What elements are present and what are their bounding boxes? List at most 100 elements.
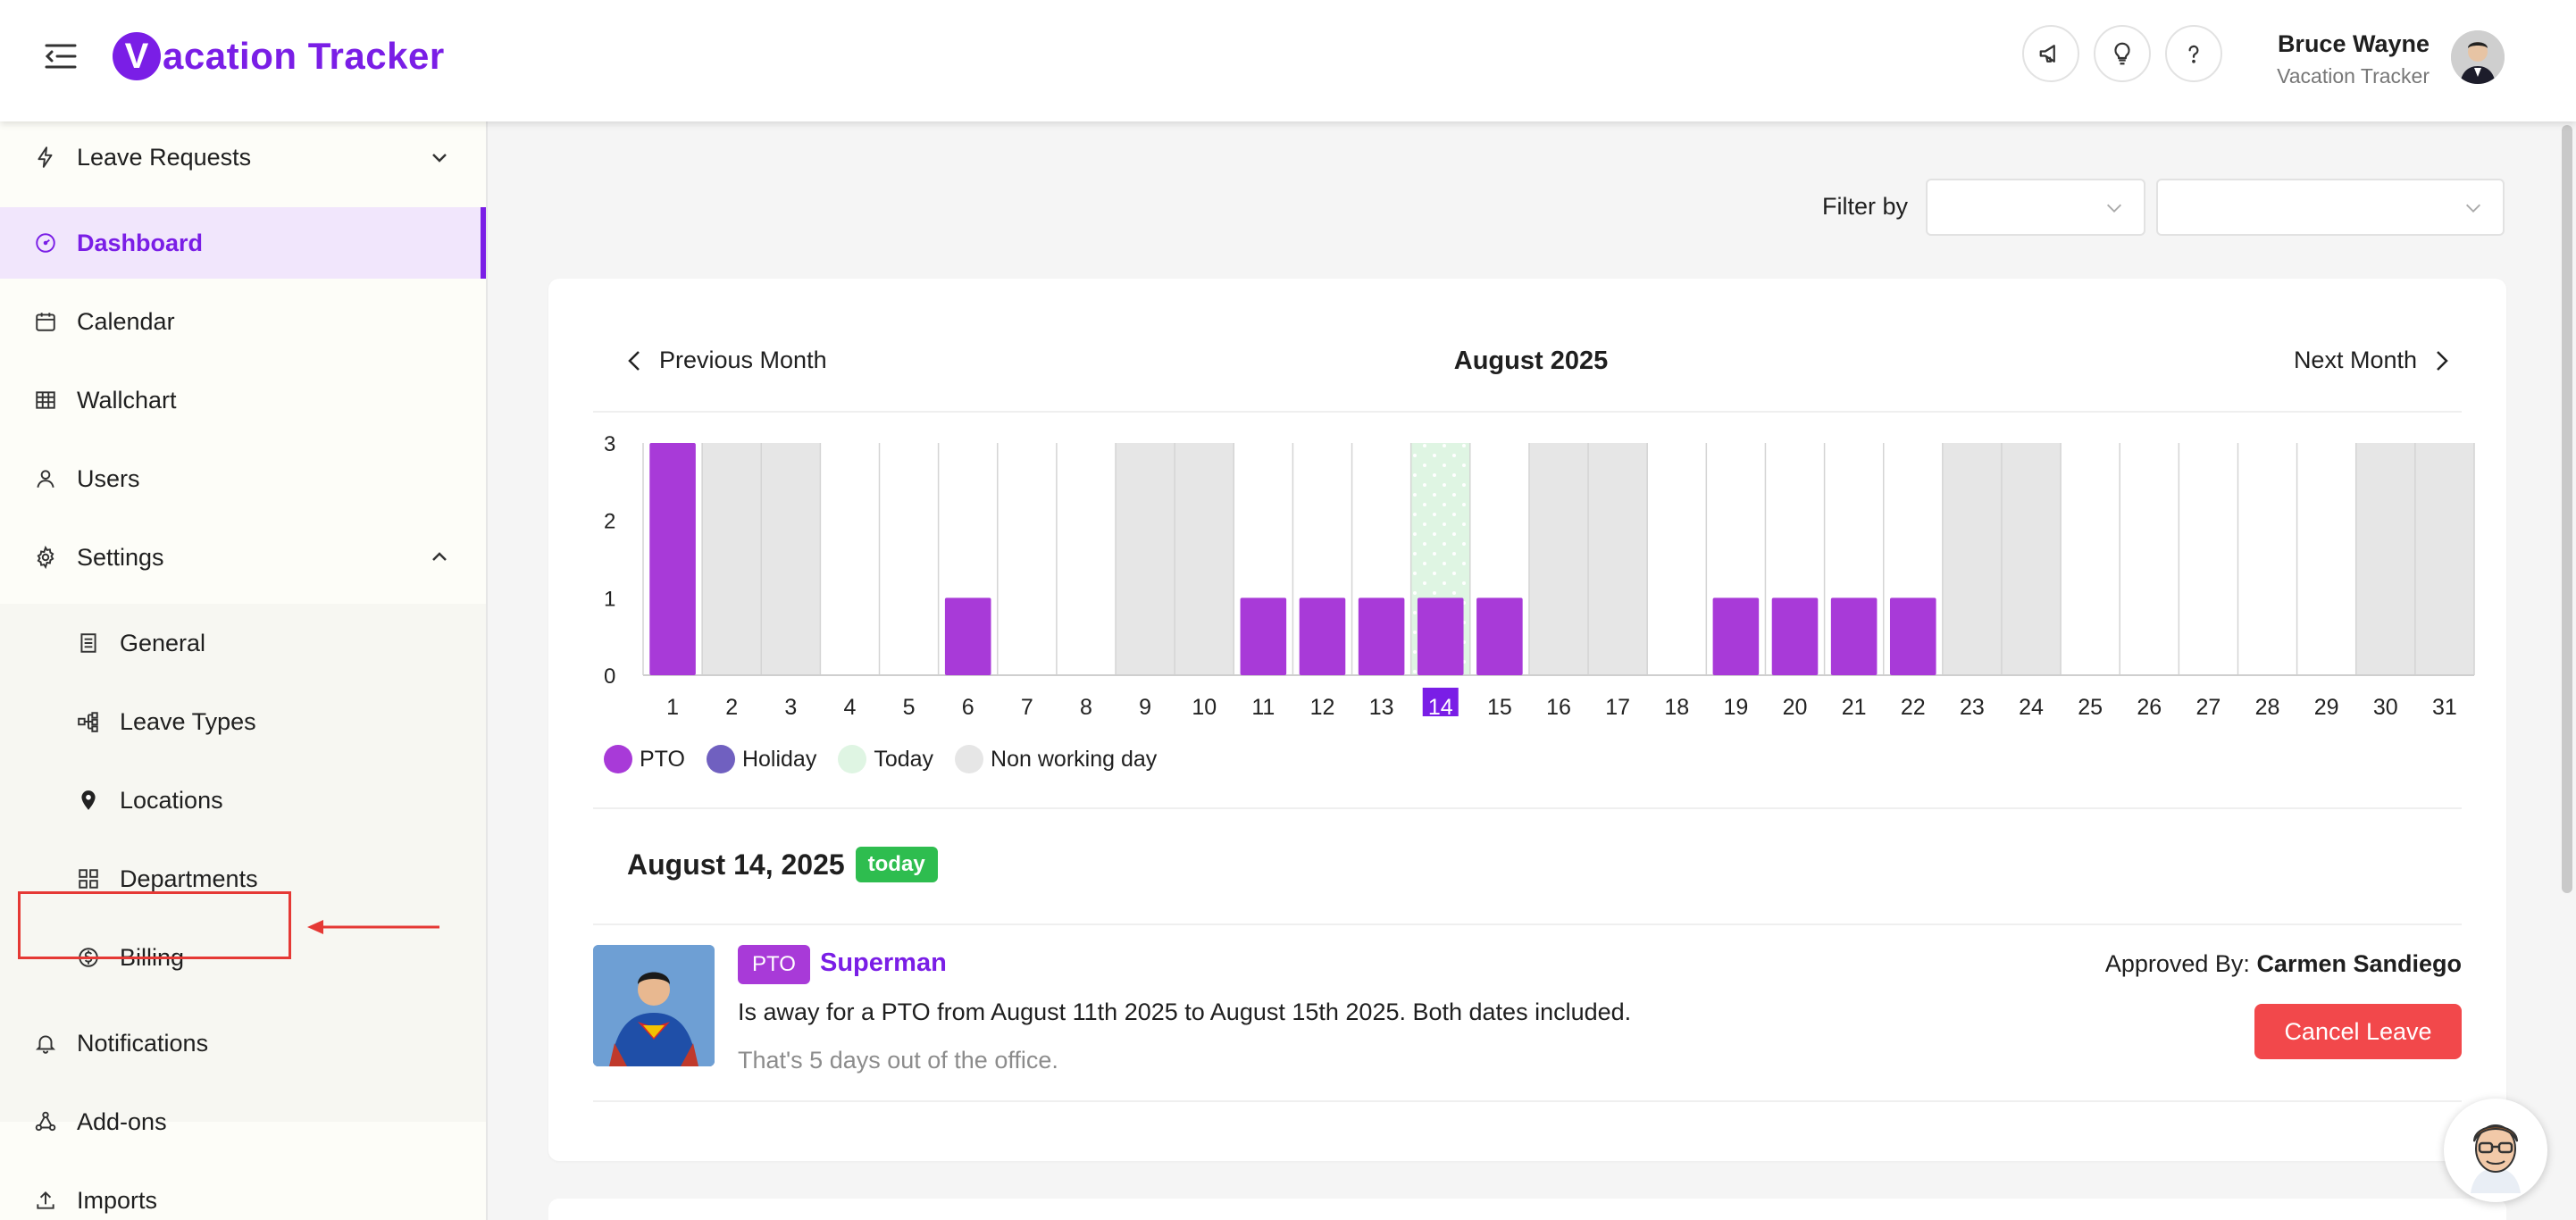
- non-working-day-band: [1588, 443, 1648, 675]
- x-tick-label: 16: [1546, 695, 1571, 716]
- dashboard-card: Previous Month August 2025 Next Month 0 1…: [548, 279, 2506, 1161]
- non-working-day-band: [1175, 443, 1234, 675]
- chevron-up-icon: [432, 552, 447, 561]
- legend-label: Today: [874, 746, 934, 772]
- collapse-menu-icon[interactable]: [45, 43, 77, 70]
- chevron-right-icon: [2437, 350, 2448, 371]
- sidebar-item-settings[interactable]: Settings: [0, 522, 486, 593]
- x-tick-label: 24: [2019, 695, 2044, 716]
- x-tick-label: 14: [1428, 695, 1453, 716]
- locations-highlight-box: [18, 891, 291, 959]
- next-month-button[interactable]: Next Month: [2294, 347, 2451, 374]
- sidebar-item-imports[interactable]: Imports: [0, 1165, 486, 1220]
- x-tick-label: 1: [666, 695, 679, 716]
- chevron-down-icon: [2466, 204, 2480, 213]
- leave-user-photo: [593, 945, 715, 1066]
- sidebar-item-add-ons[interactable]: Add-ons: [0, 1086, 486, 1157]
- sidebar-item-notifications[interactable]: Notifications: [0, 1007, 486, 1079]
- leave-user-name[interactable]: Superman: [820, 948, 947, 977]
- divider: [593, 411, 2462, 413]
- sidebar-item-label: Wallchart: [77, 386, 177, 414]
- sidebar-item-label: Locations: [120, 786, 223, 814]
- x-tick-label: 27: [2196, 695, 2221, 716]
- divider: [593, 807, 2462, 809]
- legend-item-non-working-day: Non working day: [955, 745, 1157, 773]
- x-tick-label: 23: [1960, 695, 1985, 716]
- sidebar-item-general[interactable]: General: [0, 607, 486, 679]
- legend-swatch: [838, 745, 867, 773]
- announcements-button[interactable]: [2022, 25, 2079, 82]
- document-icon: [75, 630, 102, 656]
- bar-day-22: [1889, 597, 1936, 675]
- sidebar-item-label: Add-ons: [77, 1107, 167, 1135]
- next-month-label: Next Month: [2293, 347, 2417, 373]
- x-tick-label: 7: [1021, 695, 1033, 716]
- divider: [593, 923, 2462, 925]
- logo-mark: V: [113, 32, 161, 80]
- user-name[interactable]: Bruce Wayne: [2277, 30, 2430, 57]
- filter-label: Filter by: [1822, 193, 1909, 220]
- calendar-icon: [32, 308, 59, 335]
- ideas-button[interactable]: [2094, 25, 2151, 82]
- sidebar-item-leave-types[interactable]: Leave Types: [0, 686, 486, 757]
- x-tick-label: 9: [1139, 695, 1151, 716]
- filter-select-secondary[interactable]: [2156, 179, 2505, 236]
- location-pin-icon: [75, 787, 102, 814]
- help-button[interactable]: [2165, 25, 2222, 82]
- cancel-leave-button[interactable]: Cancel Leave: [2254, 1004, 2462, 1059]
- sidebar-item-users[interactable]: Users: [0, 443, 486, 514]
- app-logo[interactable]: V acation Tracker: [113, 27, 445, 86]
- previous-month-button[interactable]: Previous Month: [625, 347, 827, 374]
- x-tick-label: 25: [2078, 695, 2103, 716]
- bolt-icon: [32, 144, 59, 171]
- legend-swatch: [955, 745, 984, 773]
- legend-swatch: [706, 745, 735, 773]
- top-header: V acation Tracker Bruce Wayne Vacation T…: [0, 0, 2576, 121]
- x-tick-label: 18: [1664, 695, 1689, 716]
- selected-date-label: August 14, 2025: [627, 848, 845, 881]
- x-tick-label: 26: [2137, 695, 2162, 716]
- sidebar-item-wallchart[interactable]: Wallchart: [0, 364, 486, 436]
- y-tick-label: 1: [604, 587, 615, 611]
- x-tick-label: 31: [2432, 695, 2457, 716]
- sidebar-item-label: Imports: [77, 1186, 158, 1214]
- leave-type-tag: PTO: [738, 945, 810, 984]
- approved-label: Approved By:: [2104, 950, 2250, 977]
- chevron-down-icon: [432, 154, 447, 163]
- sidebar-item-departments[interactable]: Departments: [0, 843, 486, 915]
- secondary-card: [548, 1199, 2506, 1220]
- sidebar-item-leave-requests[interactable]: Leave Requests: [0, 121, 486, 193]
- x-tick-label: 28: [2255, 695, 2280, 716]
- legend-label: Holiday: [741, 746, 817, 772]
- filter-select-primary[interactable]: [1926, 179, 2145, 236]
- x-tick-label: 6: [962, 695, 974, 716]
- approver-name: Carmen Sandiego: [2256, 950, 2462, 977]
- sidebar-item-label: Users: [77, 464, 140, 492]
- support-chat-button[interactable]: [2444, 1099, 2547, 1202]
- y-tick-label: 0: [604, 664, 615, 689]
- user-avatar[interactable]: [2451, 30, 2505, 84]
- x-tick-label: 12: [1310, 695, 1335, 716]
- leave-duration-note: That's 5 days out of the office.: [738, 1047, 1058, 1074]
- x-tick-label: 5: [903, 695, 916, 716]
- x-tick-label: 10: [1192, 695, 1217, 716]
- sidebar-item-label: Leave Types: [120, 707, 256, 735]
- x-tick-label: 22: [1901, 695, 1926, 716]
- sidebar-item-label: Departments: [120, 865, 258, 892]
- y-tick-label: 2: [604, 510, 615, 534]
- lightbulb-icon: [2114, 42, 2130, 65]
- page-scrollbar[interactable]: [2562, 125, 2572, 893]
- grid-icon: [32, 387, 59, 414]
- bar-day-19: [1712, 597, 1760, 675]
- user-icon: [32, 465, 59, 492]
- megaphone-icon: [2039, 45, 2055, 63]
- non-working-day-band: [1116, 443, 1175, 675]
- sidebar-item-locations[interactable]: Locations: [0, 765, 486, 836]
- sidebar-item-calendar[interactable]: Calendar: [0, 286, 486, 357]
- x-tick-label: 8: [1080, 695, 1092, 716]
- sidebar-item-dashboard[interactable]: Dashboard: [0, 207, 486, 279]
- today-tick-highlight: [1422, 688, 1459, 716]
- bar-day-1: [649, 443, 696, 675]
- bar-day-15: [1476, 597, 1523, 675]
- non-working-day-band: [761, 443, 821, 675]
